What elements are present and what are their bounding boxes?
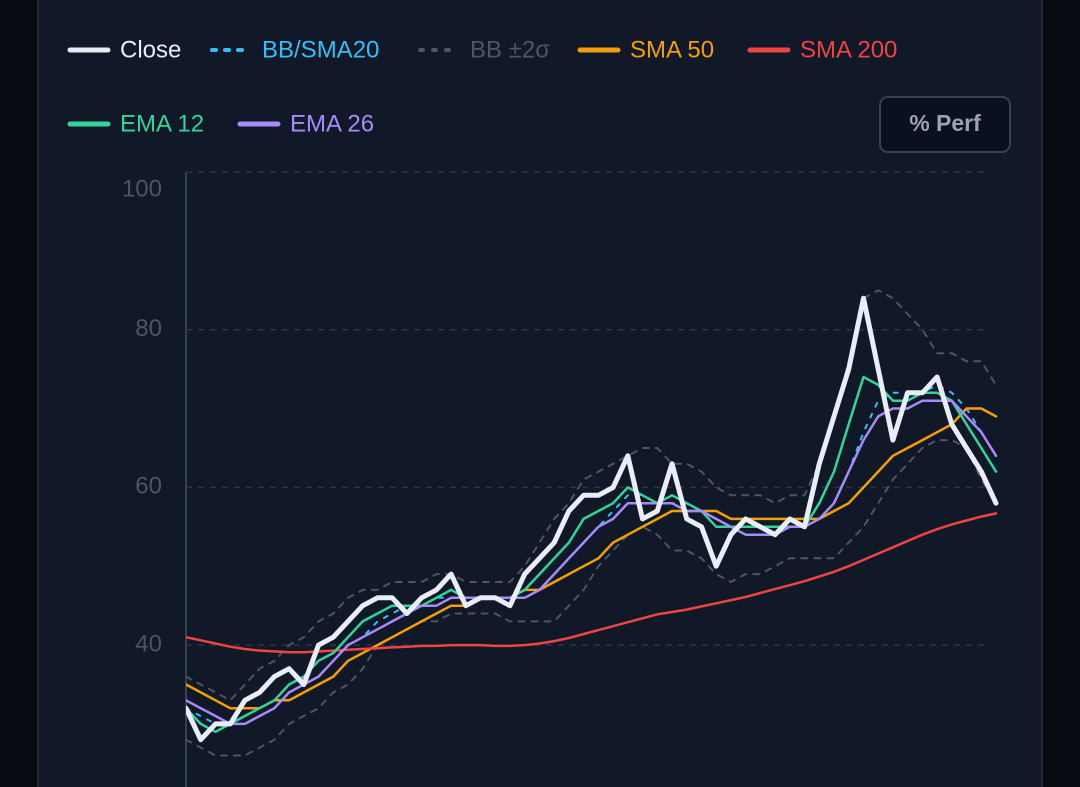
legend-label: BB ±2σ: [470, 36, 550, 63]
y-tick-label: 60: [135, 473, 162, 500]
band-lower-line: [186, 439, 997, 757]
legend-label: SMA 200: [800, 36, 897, 63]
plot-lines: [186, 289, 999, 757]
legend-label: SMA 50: [630, 36, 714, 63]
card: [37, 0, 1043, 787]
y-tick-label: 80: [135, 315, 162, 342]
legend-label: EMA 12: [120, 110, 204, 137]
y-tick-label: 40: [135, 630, 162, 657]
series-line: [186, 383, 997, 725]
perf-button-label[interactable]: % Perf: [909, 110, 981, 136]
perf-button[interactable]: % Perf: [879, 96, 1011, 153]
series-line: [186, 375, 998, 734]
y-tick-label: 100: [122, 175, 162, 202]
legend-label: EMA 26: [290, 110, 374, 137]
series-line: [186, 407, 998, 710]
legend: Close BB/SMA20 BB ±2σ SMA 50 SMA 200 EMA 12 EM…: [67, 36, 897, 137]
series-line: [186, 295, 999, 743]
perf-button-box[interactable]: [879, 96, 1011, 153]
legend-label: Close: [120, 36, 181, 63]
series-line: [186, 399, 998, 726]
legend-label: BB/SMA20: [262, 36, 379, 63]
series-line: [186, 512, 998, 654]
